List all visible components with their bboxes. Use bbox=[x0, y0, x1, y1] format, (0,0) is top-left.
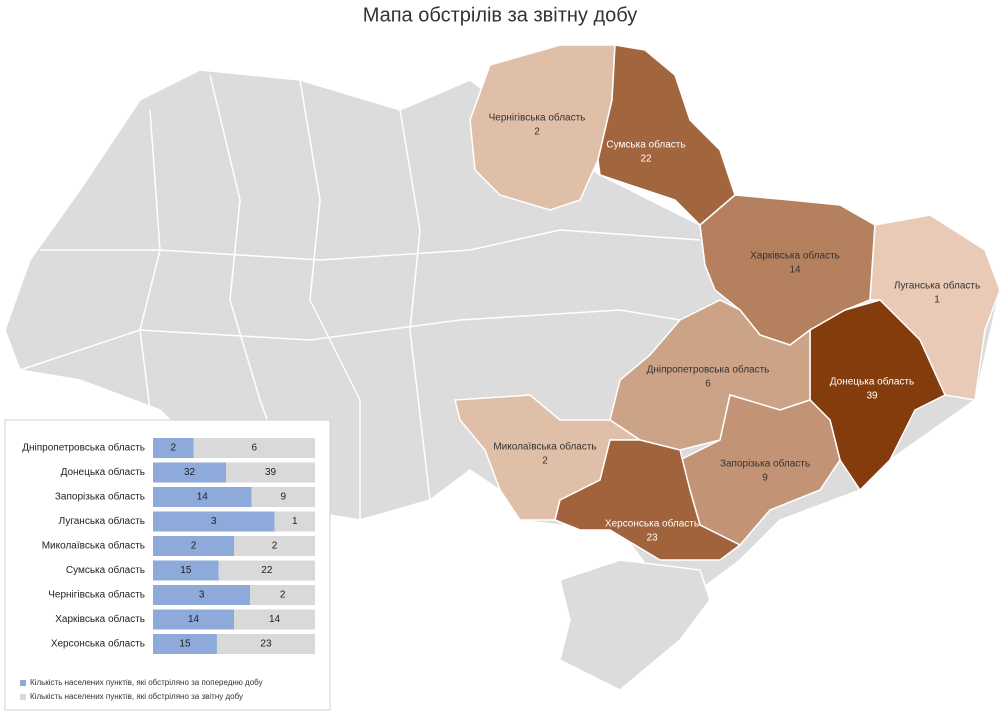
value-label: 2 bbox=[191, 541, 197, 552]
value-label: 15 bbox=[179, 639, 191, 650]
region-value: 1 bbox=[934, 295, 940, 306]
category-label: Миколаївська область bbox=[42, 540, 145, 552]
bar-segment bbox=[153, 536, 234, 556]
value-label: 32 bbox=[184, 467, 196, 478]
region bbox=[469, 44, 616, 211]
value-label: 2 bbox=[170, 443, 176, 454]
legend-swatch bbox=[20, 694, 26, 700]
bar-segment bbox=[153, 634, 217, 654]
value-label: 3 bbox=[211, 516, 217, 527]
border bbox=[299, 79, 361, 520]
value-label: 14 bbox=[269, 614, 281, 625]
region-value: 2 bbox=[542, 456, 548, 467]
bar-segment bbox=[218, 560, 315, 581]
region-name: Миколаївська область bbox=[493, 441, 596, 453]
value-label: 22 bbox=[261, 565, 273, 576]
region-name: Сумська область bbox=[606, 139, 685, 151]
crimea bbox=[559, 559, 711, 691]
region-name: Донецька область bbox=[830, 376, 914, 388]
region-name: Херсонська область bbox=[605, 518, 699, 530]
category-label: Чернігівська область bbox=[48, 589, 145, 601]
region-value: 14 bbox=[789, 265, 801, 276]
region-value: 22 bbox=[640, 154, 652, 165]
value-label: 14 bbox=[197, 492, 209, 503]
bar-segment bbox=[153, 511, 275, 532]
border bbox=[19, 309, 681, 371]
bar-segment bbox=[226, 462, 315, 483]
bar-segment bbox=[234, 536, 315, 556]
category-label: Харківська область bbox=[55, 613, 145, 625]
region-name: Запорізька область bbox=[720, 458, 810, 470]
region-value: 23 bbox=[646, 533, 658, 544]
value-label: 1 bbox=[292, 516, 298, 527]
bar-segment bbox=[216, 634, 315, 654]
regions: Чернігівська область 2 Сумська область 22 Ха… bbox=[454, 44, 1001, 561]
title: Мапа обстрілів за звітну добу bbox=[363, 4, 638, 26]
category-label: Дніпропетровська область bbox=[22, 442, 145, 454]
bar-segment bbox=[153, 609, 234, 630]
region-name: Харківська область bbox=[750, 250, 840, 262]
value-label: 2 bbox=[272, 541, 278, 552]
region-value: 9 bbox=[762, 473, 768, 484]
region bbox=[869, 214, 1001, 401]
bar-segment bbox=[250, 585, 315, 605]
value-label: 39 bbox=[265, 467, 277, 478]
value-label: 2 bbox=[280, 590, 286, 601]
bar-segment bbox=[153, 585, 251, 605]
value-label: 15 bbox=[180, 565, 192, 576]
bar-segment bbox=[274, 511, 315, 532]
legend-swatch bbox=[20, 680, 26, 686]
border bbox=[399, 109, 431, 501]
category-label: Донецька область bbox=[61, 466, 145, 478]
border bbox=[139, 109, 161, 411]
bar-segment bbox=[234, 609, 315, 630]
bar-segment bbox=[251, 487, 315, 507]
region-value: 39 bbox=[866, 391, 878, 402]
border bbox=[40, 229, 701, 261]
category-label: Херсонська область bbox=[51, 638, 145, 650]
region-value: 2 bbox=[534, 127, 540, 138]
bar-segment bbox=[153, 462, 227, 483]
value-label: 14 bbox=[188, 614, 200, 625]
region-name: Дніпропетровська область bbox=[647, 364, 770, 376]
category-label: Луганська область bbox=[59, 515, 145, 527]
region-name: Чернігівська область bbox=[489, 112, 586, 124]
bar-segment bbox=[193, 438, 315, 458]
region-name: Луганська область bbox=[894, 280, 980, 292]
category-label: Сумська область bbox=[66, 564, 145, 576]
value-label: 9 bbox=[281, 492, 287, 503]
bar-segment bbox=[153, 487, 252, 507]
region-value: 6 bbox=[705, 379, 711, 390]
value-label: 3 bbox=[199, 590, 205, 601]
legend-label: Кількість населених пунктів, які обстріл… bbox=[30, 678, 263, 687]
region bbox=[554, 439, 742, 561]
value-label: 23 bbox=[260, 639, 272, 650]
legend-label: Кількість населених пунктів, які обстріл… bbox=[30, 692, 243, 701]
value-label: 6 bbox=[251, 443, 257, 454]
bar-segment bbox=[153, 438, 194, 458]
bar-segment bbox=[153, 560, 219, 581]
category-label: Запорізька область bbox=[55, 491, 145, 503]
